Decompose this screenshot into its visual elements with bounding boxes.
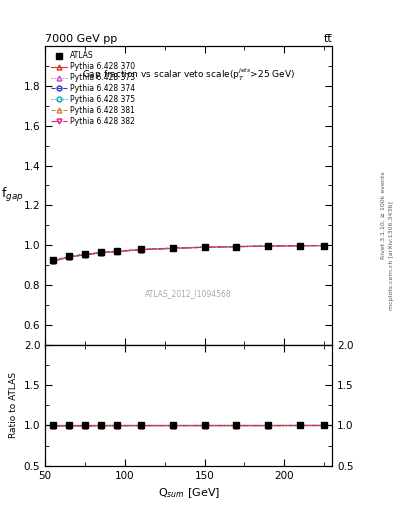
Text: Gap fraction vs scalar veto scale(p$_T^{jets}$>25 GeV): Gap fraction vs scalar veto scale(p$_T^{…: [82, 67, 295, 83]
Text: ATLAS_2012_I1094568: ATLAS_2012_I1094568: [145, 289, 232, 298]
X-axis label: Q$_{sum}$ [GeV]: Q$_{sum}$ [GeV]: [158, 486, 220, 500]
Legend: ATLAS, Pythia 6.428 370, Pythia 6.428 373, Pythia 6.428 374, Pythia 6.428 375, P: ATLAS, Pythia 6.428 370, Pythia 6.428 37…: [49, 50, 137, 127]
Y-axis label: f$_{gap}$: f$_{gap}$: [1, 186, 24, 204]
Text: 7000 GeV pp: 7000 GeV pp: [45, 33, 118, 44]
Y-axis label: Ratio to ATLAS: Ratio to ATLAS: [9, 372, 18, 438]
Text: mcplots.cern.ch [arXiv:1306.3436]: mcplots.cern.ch [arXiv:1306.3436]: [389, 202, 393, 310]
Text: tt̅: tt̅: [323, 33, 332, 44]
Text: Rivet 3.1.10, ≥ 100k events: Rivet 3.1.10, ≥ 100k events: [381, 171, 386, 259]
